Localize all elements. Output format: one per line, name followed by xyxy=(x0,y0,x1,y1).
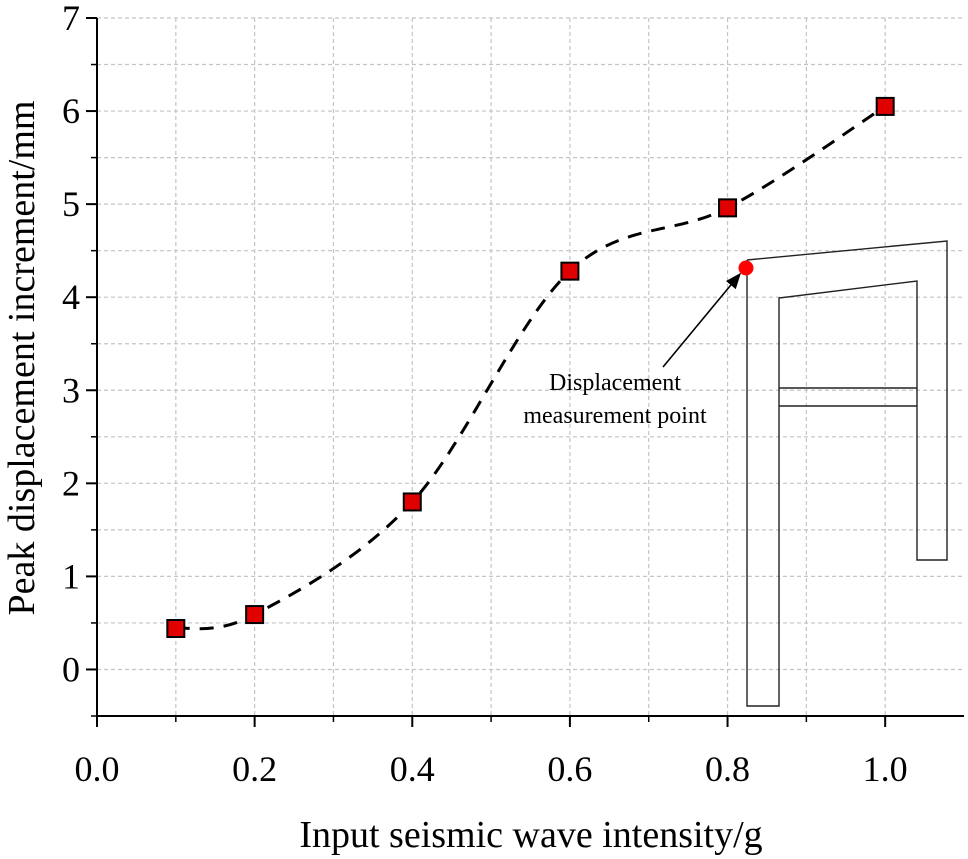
x-tick-label: 0.0 xyxy=(75,749,120,789)
x-axis-title: Input seismic wave intensity/g xyxy=(299,814,762,856)
structure-outline xyxy=(746,240,948,707)
data-point xyxy=(245,605,265,625)
axes xyxy=(86,17,964,727)
y-tick-label: 7 xyxy=(62,0,80,38)
y-tick-label: 3 xyxy=(62,370,80,410)
structure-sketch xyxy=(746,240,948,707)
data-point xyxy=(560,261,580,281)
y-tick-label: 6 xyxy=(62,91,80,131)
annotation-line2: measurement point xyxy=(523,403,707,429)
data-point xyxy=(402,492,422,512)
x-tick-label: 0.6 xyxy=(547,749,592,789)
data-point xyxy=(718,198,738,218)
data-point xyxy=(875,96,895,116)
y-axis-title: Peak displacement increment/mm xyxy=(1,101,43,616)
x-tick-label: 0.8 xyxy=(705,749,750,789)
grid xyxy=(97,17,964,716)
annotation-arrow xyxy=(662,272,742,368)
x-tick-label: 0.2 xyxy=(232,749,277,789)
tick-labels: 0.0 0.2 0.4 0.6 0.8 1.0 0 1 2 3 4 5 6 7 xyxy=(62,0,908,789)
annotation-line1: Displacement xyxy=(549,370,681,396)
series-layer xyxy=(166,96,895,639)
measurement-point-dot xyxy=(738,260,754,276)
annotation: Displacement measurement point xyxy=(523,260,754,429)
x-tick-label: 0.4 xyxy=(390,749,435,789)
y-tick-label: 2 xyxy=(62,463,80,503)
x-tick-label: 1.0 xyxy=(863,749,908,789)
y-tick-label: 5 xyxy=(62,184,80,224)
y-tick-label: 0 xyxy=(62,649,80,689)
data-point xyxy=(166,619,186,639)
y-tick-label: 4 xyxy=(62,277,80,317)
y-tick-label: 1 xyxy=(62,556,80,596)
